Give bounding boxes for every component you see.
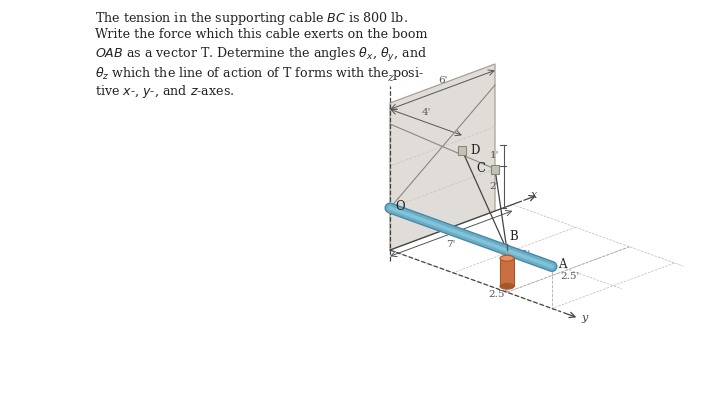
Text: 1.5': 1.5' [512,250,531,259]
Text: 2': 2' [490,182,499,191]
Text: 6': 6' [438,76,447,85]
Text: Write the force which this cable exerts on the boom: Write the force which this cable exerts … [95,28,428,41]
Text: D: D [470,143,480,156]
Text: $\theta_z$ which the line of action of T forms with the posi-: $\theta_z$ which the line of action of T… [95,64,424,81]
Text: 2.5': 2.5' [488,290,508,299]
Text: B: B [509,230,518,243]
Bar [458,145,466,154]
Polygon shape [390,64,495,250]
Bar [491,164,499,174]
Bar [500,258,514,286]
Ellipse shape [500,256,514,261]
Text: 2.5': 2.5' [560,272,580,281]
Ellipse shape [500,283,514,289]
Text: x: x [531,190,536,200]
Text: z: z [387,73,393,83]
Text: The tension in the supporting cable $BC$ is 800 lb.: The tension in the supporting cable $BC$… [95,10,408,27]
Bar [387,204,394,212]
Text: 1': 1' [490,151,499,160]
Text: tive $x$-, $y$-, and $z$-axes.: tive $x$-, $y$-, and $z$-axes. [95,83,235,100]
Text: 4': 4' [421,108,431,117]
Text: C: C [476,162,485,174]
Text: y: y [581,313,588,323]
Text: A: A [558,258,567,271]
Text: O: O [395,199,405,212]
Text: 7': 7' [446,240,456,249]
Text: $OAB$ as a vector T. Determine the angles $\theta_x$, $\theta_y$, and: $OAB$ as a vector T. Determine the angle… [95,46,427,64]
